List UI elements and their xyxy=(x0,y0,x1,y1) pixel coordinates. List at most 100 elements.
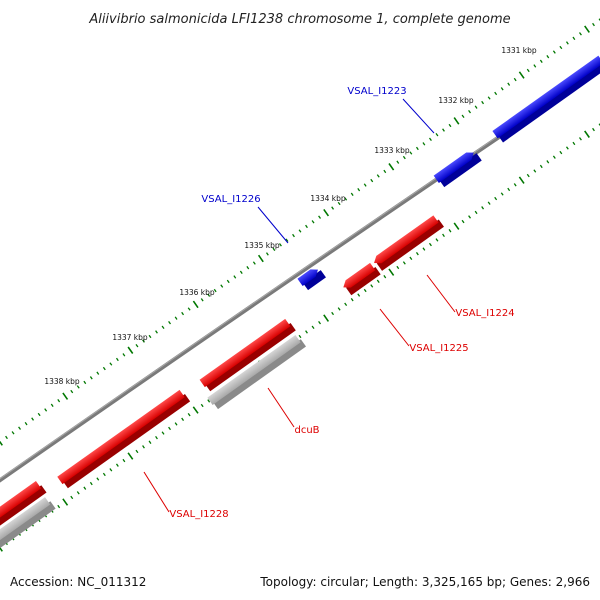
inner-scale-major-tick xyxy=(453,222,460,230)
outer-scale-minor-tick xyxy=(500,87,504,91)
inner-scale-minor-tick xyxy=(376,279,380,283)
inner-scale-minor-tick xyxy=(207,399,211,403)
outer-scale-minor-tick xyxy=(239,270,243,274)
gene-vsal-i1225 xyxy=(343,262,381,296)
inner-scale-minor-tick xyxy=(83,486,87,490)
outer-scale-minor-tick xyxy=(31,417,35,421)
outer-scale-minor-tick xyxy=(57,399,61,403)
outer-scale-minor-tick xyxy=(487,96,491,100)
inner-scale-minor-tick xyxy=(402,261,406,265)
inner-scale-major-tick xyxy=(323,314,330,322)
outer-scale-minor-tick xyxy=(18,426,22,430)
outer-scale-minor-tick xyxy=(494,91,498,96)
outer-scale-minor-tick xyxy=(226,279,230,284)
inner-scale-minor-tick xyxy=(357,293,361,297)
outer-scale-minor-tick xyxy=(481,100,485,105)
inner-scale-minor-tick xyxy=(533,169,537,173)
outer-scale-minor-tick xyxy=(142,339,145,343)
scale-tick-label: 1336 kbp xyxy=(179,288,215,297)
gene-label-leader-line xyxy=(379,308,410,347)
inner-scale-minor-tick xyxy=(311,325,315,329)
inner-scale-minor-tick xyxy=(383,275,387,279)
outer-scale-minor-tick xyxy=(370,178,374,183)
inner-scale-minor-tick xyxy=(494,196,498,201)
outer-scale-minor-tick xyxy=(220,284,224,288)
outer-scale-minor-tick xyxy=(122,353,126,357)
outer-scale-minor-tick xyxy=(89,376,93,380)
genome-backbone xyxy=(0,66,600,483)
outer-scale-minor-tick xyxy=(578,32,582,36)
inner-scale-minor-tick xyxy=(572,141,576,146)
outer-scale-minor-tick xyxy=(552,50,556,54)
inner-scale-minor-tick xyxy=(174,422,178,426)
gene-label-leader-line xyxy=(267,387,295,428)
scale-tick-label: 1335 kbp xyxy=(244,241,280,250)
inner-scale-minor-tick xyxy=(318,321,322,325)
inner-scale-minor-tick xyxy=(552,155,556,159)
inner-scale-minor-tick xyxy=(468,215,472,219)
inner-scale-major-tick xyxy=(584,130,590,138)
inner-scale-minor-tick xyxy=(142,445,145,449)
outer-scale-minor-tick xyxy=(311,220,315,224)
inner-scale-minor-tick xyxy=(559,150,563,155)
outer-tick-track xyxy=(0,18,600,446)
inner-scale-minor-tick xyxy=(487,201,491,205)
outer-scale-minor-tick xyxy=(278,243,282,247)
outer-scale-minor-tick xyxy=(415,146,419,151)
scale-tick-label: 1334 kbp xyxy=(310,194,346,203)
inner-scale-minor-tick xyxy=(200,403,204,408)
gene-vsal-i1223-segment-b xyxy=(433,152,482,188)
gene-label[interactable]: VSAL_I1223 xyxy=(347,86,406,97)
outer-scale-minor-tick xyxy=(337,201,341,206)
outer-scale-major-tick xyxy=(584,25,590,33)
outer-scale-minor-tick xyxy=(539,59,543,63)
inner-scale-minor-tick xyxy=(513,183,517,187)
outer-scale-minor-tick xyxy=(213,288,217,293)
gene-label-leader-line xyxy=(257,206,289,244)
inner-scale-minor-tick xyxy=(344,302,348,306)
gene-label[interactable]: VSAL_I1228 xyxy=(169,509,228,520)
inner-scale-minor-tick xyxy=(298,334,302,339)
outer-scale-minor-tick xyxy=(448,123,452,128)
outer-scale-minor-tick xyxy=(298,229,302,233)
inner-scale-minor-tick xyxy=(474,210,478,215)
outer-scale-minor-tick xyxy=(252,261,256,265)
inner-scale-minor-tick xyxy=(89,481,93,486)
outer-scale-minor-tick xyxy=(507,82,511,86)
outer-scale-minor-tick xyxy=(513,77,517,82)
inner-scale-minor-tick xyxy=(115,463,119,467)
gene-vsal-i1228 xyxy=(57,389,191,489)
inner-scale-minor-tick xyxy=(481,206,485,210)
outer-scale-minor-tick xyxy=(331,206,335,210)
outer-scale-minor-tick xyxy=(598,18,600,22)
gene-dcub-pseudo-track xyxy=(207,335,307,410)
gene-label[interactable]: VSAL_I1226 xyxy=(201,194,260,205)
inner-scale-minor-tick xyxy=(598,123,600,127)
inner-scale-minor-tick xyxy=(592,127,595,132)
inner-tick-track xyxy=(0,123,600,552)
outer-scale-minor-tick xyxy=(44,408,48,412)
inner-scale-minor-tick xyxy=(305,330,308,334)
genome-summary-text: Topology: circular; Length: 3,325,165 bp… xyxy=(259,575,590,589)
outer-scale-minor-tick xyxy=(102,366,106,371)
outer-scale-major-tick xyxy=(388,163,395,171)
inner-scale-minor-tick xyxy=(135,449,139,454)
gene-label[interactable]: VSAL_I1224 xyxy=(455,308,514,319)
gene-label[interactable]: dcuB xyxy=(294,425,319,436)
inner-scale-minor-tick xyxy=(428,242,432,247)
outer-scale-minor-tick xyxy=(402,155,406,160)
gene-vsal-i1224 xyxy=(374,215,444,271)
outer-scale-minor-tick xyxy=(526,68,530,73)
outer-scale-minor-tick xyxy=(344,197,348,201)
outer-scale-minor-tick xyxy=(546,55,550,59)
gene-label[interactable]: VSAL_I1225 xyxy=(409,343,468,354)
inner-scale-major-tick xyxy=(62,498,69,506)
inner-scale-minor-tick xyxy=(337,307,341,311)
inner-scale-major-tick xyxy=(0,546,3,552)
outer-scale-major-tick xyxy=(453,117,460,125)
inner-scale-minor-tick xyxy=(415,252,419,256)
inner-scale-major-tick xyxy=(192,406,199,414)
inner-scale-minor-tick xyxy=(396,265,400,270)
inner-scale-minor-tick xyxy=(539,164,543,169)
scale-tick-label: 1337 kbp xyxy=(112,333,148,342)
